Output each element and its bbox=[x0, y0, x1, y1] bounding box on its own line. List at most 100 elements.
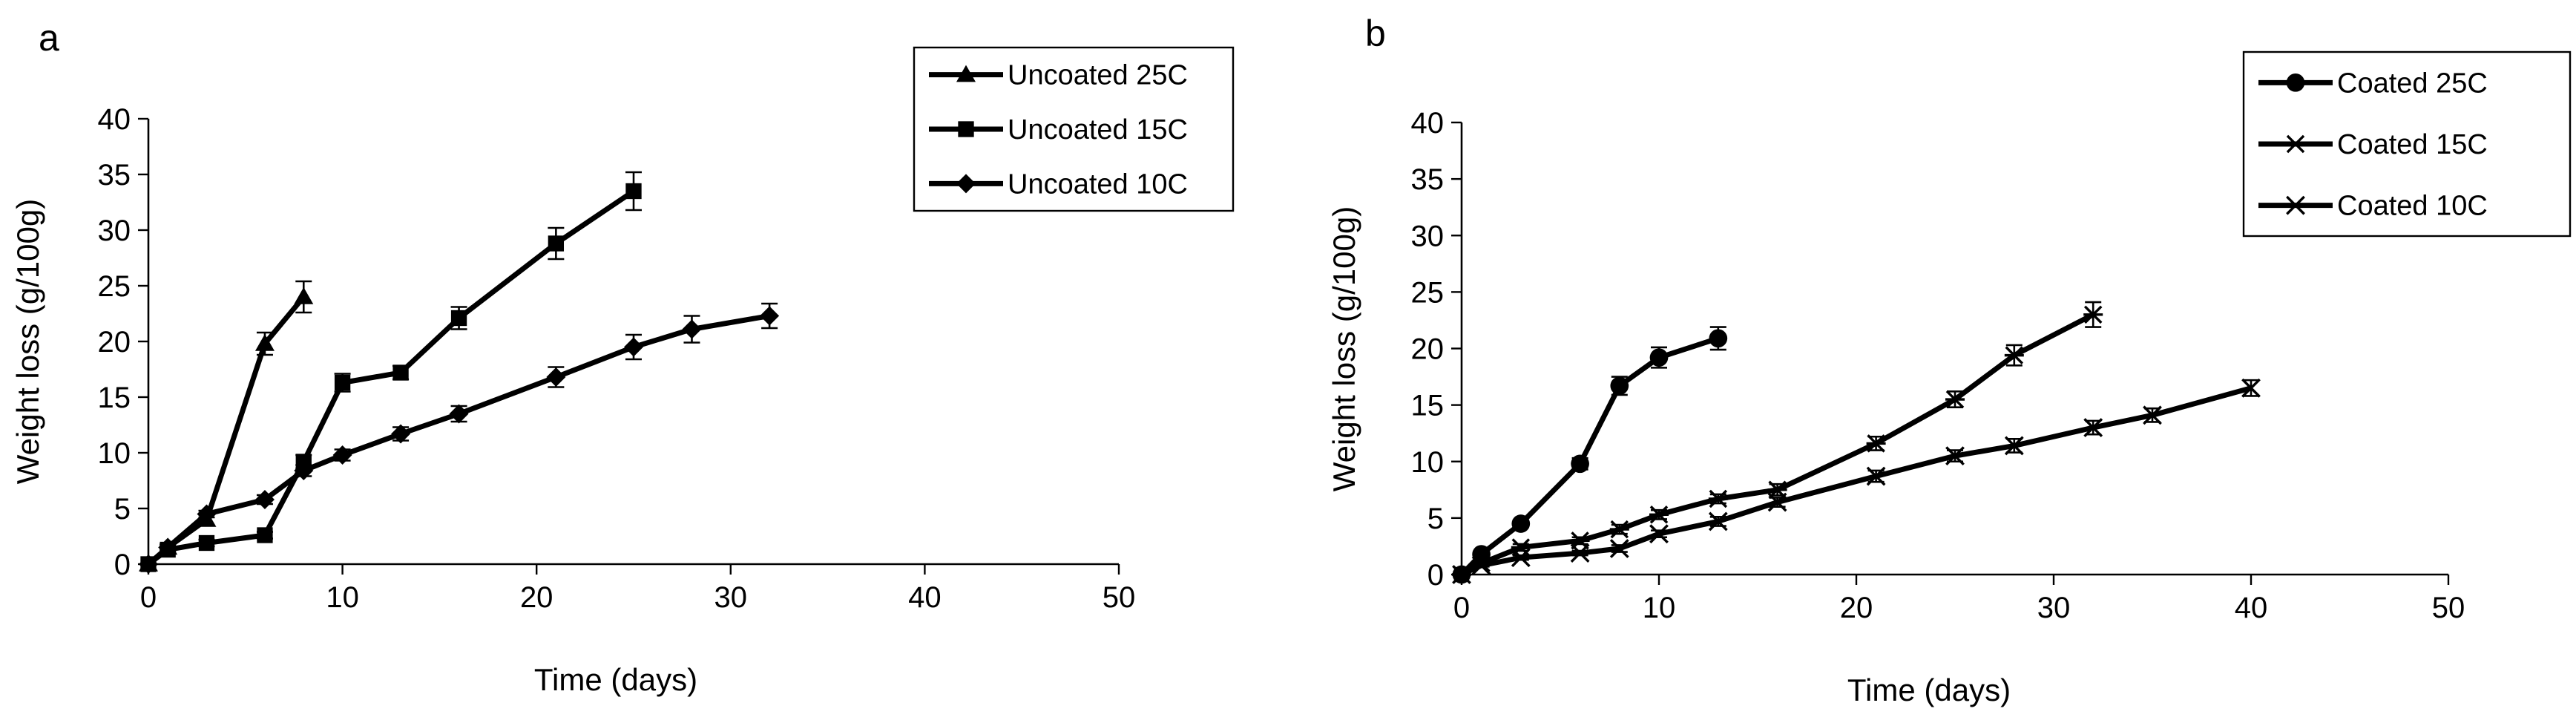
panel-a-y-tick-label: 10 bbox=[98, 437, 131, 470]
panel-b-series-coated-10c-point bbox=[2143, 405, 2162, 425]
panel-b-legend-entry-coated-15c-swatch-marker bbox=[2286, 134, 2305, 154]
panel-b-y-tick-label: 5 bbox=[1427, 503, 1444, 535]
panel-a-series-uncoated-10c-point bbox=[682, 319, 702, 339]
panel-a-legend-entry-uncoated-15c-swatch-marker bbox=[958, 121, 974, 137]
panel-a-series-uncoated-10c-point bbox=[332, 445, 352, 465]
panel-a-series-uncoated-10c-point bbox=[254, 490, 275, 509]
panel-b-series-coated-15c-point bbox=[2004, 346, 2024, 364]
panel-a-y-tick-label: 20 bbox=[98, 326, 131, 359]
panel-b-y-tick-label: 15 bbox=[1411, 390, 1445, 422]
panel-b-series-coated-25c-point bbox=[1649, 348, 1669, 367]
panel-b-x-tick-label: 40 bbox=[2235, 592, 2268, 624]
panel-b-axes: 0 10 20 30 40 50 0 5 10 15 20 25 30 35 40 bbox=[1411, 107, 2465, 624]
panel-b-legend-entry-coated-25c-label: Coated 25C bbox=[2337, 68, 2488, 99]
panel-b-x-axis-title: Time (days) bbox=[1847, 673, 2011, 707]
panel-b-series-coated-10c-point bbox=[1609, 539, 1629, 558]
panel-a-x-tick-label: 20 bbox=[520, 581, 553, 614]
panel-b-series-coated-25c-point bbox=[1571, 454, 1589, 474]
panel-b-legend-entry-coated-15c: Coated 15C bbox=[2258, 129, 2488, 160]
panel-a-legend-entry-uncoated-25c-swatch-marker bbox=[956, 65, 976, 82]
panel-a-y-axis-title: Weight loss (g/100g) bbox=[10, 199, 45, 484]
panel-b-y-tick-label: 0 bbox=[1427, 559, 1444, 592]
panel-b-series-coated-10c-point bbox=[1452, 565, 1471, 584]
panel-b-x-tick-label: 0 bbox=[1453, 592, 1470, 624]
panel-b-series-coated-15c-point bbox=[2083, 305, 2103, 324]
panel-a-series-uncoated-15c-point bbox=[257, 527, 273, 543]
panel-b-y-tick-label: 20 bbox=[1411, 333, 1445, 366]
panel-a-legend-entry-uncoated-10c-swatch-marker bbox=[956, 174, 976, 194]
panel-a-plot-area bbox=[139, 171, 780, 574]
panel-a-series-uncoated-10c-point bbox=[624, 337, 643, 357]
panel-a: a 0 10 20 30 40 50 0 5 10 15 20 25 30 35 40 Time (days… bbox=[10, 17, 1235, 697]
panel-b-series-coated-10c-point bbox=[1866, 466, 1886, 486]
panel-b-series-coated-10c-point bbox=[1649, 524, 1669, 544]
panel-b-x-tick-label: 20 bbox=[1840, 592, 1873, 624]
panel-a-series-uncoated-10c-line bbox=[146, 313, 770, 566]
panel-b-series-coated-10c bbox=[1452, 378, 2261, 584]
panel-b-legend-entry-coated-10c-label: Coated 10C bbox=[2337, 191, 2488, 222]
panel-a-y-tick-label: 35 bbox=[98, 159, 131, 192]
panel-b-legend-entry-coated-25c-swatch-marker bbox=[2286, 73, 2305, 92]
panel-a-y-tick-label: 40 bbox=[98, 103, 131, 136]
panel-b-series-coated-10c-point bbox=[1511, 548, 1531, 568]
panel-b-y-tick-label: 10 bbox=[1411, 446, 1445, 479]
panel-a-axes: 0 10 20 30 40 50 0 5 10 15 20 25 30 35 40 bbox=[98, 103, 1136, 614]
panel-a-series-uncoated-15c-point bbox=[334, 374, 351, 391]
panel-a-y-tick-label: 5 bbox=[114, 493, 131, 526]
panel-a-x-axis-title: Time (days) bbox=[534, 662, 697, 697]
panel-a-series-uncoated-25c-point bbox=[254, 334, 275, 351]
panel-b-y-tick-label: 30 bbox=[1411, 220, 1445, 252]
panel-a-series-uncoated-10c-point bbox=[546, 367, 566, 387]
panel-a-x-tick-label: 10 bbox=[326, 581, 359, 614]
panel-a-series-uncoated-15c-point bbox=[198, 534, 215, 552]
panel-b-plot-area bbox=[1452, 301, 2261, 584]
panel-a-series-uncoated-15c-point bbox=[392, 364, 409, 381]
panel-a-series-uncoated-15c-line bbox=[146, 189, 635, 566]
panel-a-x-tick-label: 40 bbox=[908, 581, 942, 614]
panel-a-x-tick-label: 0 bbox=[140, 581, 157, 614]
panel-b-y-tick-label: 40 bbox=[1411, 107, 1445, 140]
panel-b-series-coated-10c-point bbox=[1708, 511, 1728, 531]
panel-a-series-uncoated-15c-point bbox=[625, 183, 642, 200]
panel-b-x-tick-label: 10 bbox=[1643, 592, 1676, 624]
panel-a-legend-entry-uncoated-25c-label: Uncoated 25C bbox=[1008, 60, 1188, 91]
panel-b-x-tick-label: 30 bbox=[2037, 592, 2071, 624]
panel-b-y-tick-label: 25 bbox=[1411, 276, 1445, 309]
panel-a-series-uncoated-15c-point bbox=[450, 310, 467, 327]
panel-a-y-tick-label: 25 bbox=[98, 270, 131, 303]
panel-b-series-coated-10c-point bbox=[2241, 378, 2261, 398]
panel-b-series-coated-10c-point bbox=[1570, 543, 1590, 563]
panel-b-legend-entry-coated-15c-label: Coated 15C bbox=[2337, 129, 2488, 160]
panel-b: b 0 10 20 30 40 50 0 5 10 15 20 25 30 35 40 Time (days… bbox=[1327, 13, 2572, 707]
panel-b-letter: b bbox=[1365, 13, 1386, 54]
panel-b-series-coated-15c-point bbox=[1945, 390, 1965, 409]
panel-a-y-tick-label: 30 bbox=[98, 215, 131, 247]
panel-a-series-uncoated-10c-point bbox=[139, 554, 158, 574]
panel-a-series-uncoated-10c-point bbox=[391, 424, 411, 444]
panel-a-x-tick-label: 50 bbox=[1103, 581, 1136, 614]
panel-b-series-coated-10c-point bbox=[1945, 446, 1965, 466]
panel-b-series-coated-10c-point bbox=[1471, 555, 1491, 575]
panel-b-series-coated-10c-point bbox=[1767, 492, 1787, 512]
panel-a-legend-entry-uncoated-15c: Uncoated 15C bbox=[929, 114, 1188, 145]
panel-a-series-uncoated-10c bbox=[139, 302, 780, 574]
panel-a-series-uncoated-10c-point bbox=[760, 306, 780, 326]
panel-b-legend-entry-coated-25c: Coated 25C bbox=[2258, 68, 2488, 99]
panel-a-series-uncoated-15c-point bbox=[548, 235, 565, 252]
panel-b-series-coated-10c-point bbox=[2083, 418, 2103, 437]
panel-a-x-tick-label: 30 bbox=[714, 581, 748, 614]
panel-b-series-coated-25c-point bbox=[1511, 514, 1531, 533]
panel-a-legend: Uncoated 25C Uncoated 15C Uncoated 10C bbox=[913, 46, 1235, 212]
panel-a-legend-entry-uncoated-10c-label: Uncoated 10C bbox=[1008, 169, 1188, 200]
panel-a-legend-entry-uncoated-25c: Uncoated 25C bbox=[929, 60, 1188, 91]
panel-a-series-uncoated-10c-point bbox=[294, 461, 314, 480]
panel-a-letter: a bbox=[39, 17, 59, 59]
panel-b-legend-entry-coated-10c-swatch-marker bbox=[2286, 195, 2305, 215]
panel-a-series-uncoated-10c-point bbox=[197, 504, 217, 524]
panel-b-series-coated-25c-point bbox=[1610, 376, 1629, 396]
panel-b-series-coated-15c-point bbox=[1609, 520, 1629, 539]
panel-b-series-coated-15c-point bbox=[1866, 434, 1886, 453]
panel-a-legend-entry-uncoated-15c-label: Uncoated 15C bbox=[1008, 114, 1188, 145]
